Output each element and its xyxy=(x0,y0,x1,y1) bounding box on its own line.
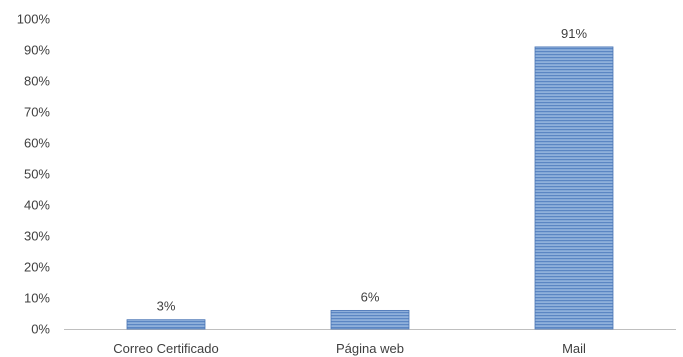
bar-data-label: 3% xyxy=(157,299,176,314)
bar-data-label: 6% xyxy=(361,289,380,304)
y-tick-label: 20% xyxy=(24,260,50,275)
y-tick-label: 0% xyxy=(31,322,50,337)
bar xyxy=(534,46,614,330)
y-axis-tick-labels: 0% 10% 20% 30% 40% 50% 60% 70% 80% 90% 100% xyxy=(17,12,51,337)
y-tick-label: 10% xyxy=(24,291,50,306)
bar xyxy=(330,309,410,330)
y-tick-label: 70% xyxy=(24,105,50,120)
y-tick-label: 60% xyxy=(24,136,50,151)
x-category-label: Página web xyxy=(336,341,404,356)
x-category-label: Mail xyxy=(562,341,586,356)
bar xyxy=(126,319,206,330)
y-tick-label: 100% xyxy=(17,12,51,27)
x-category-label: Correo Certificado xyxy=(113,341,219,356)
y-tick-label: 80% xyxy=(24,74,50,89)
y-tick-label: 40% xyxy=(24,198,50,213)
y-tick-label: 50% xyxy=(24,167,50,182)
bar-data-label: 91% xyxy=(561,26,587,41)
y-tick-label: 90% xyxy=(24,43,50,58)
category-labels-group: Correo Certificado Página web Mail xyxy=(113,341,586,356)
data-labels-group: 3% 6% 91% xyxy=(157,26,588,314)
y-tick-label: 30% xyxy=(24,229,50,244)
bars-group xyxy=(126,46,614,330)
